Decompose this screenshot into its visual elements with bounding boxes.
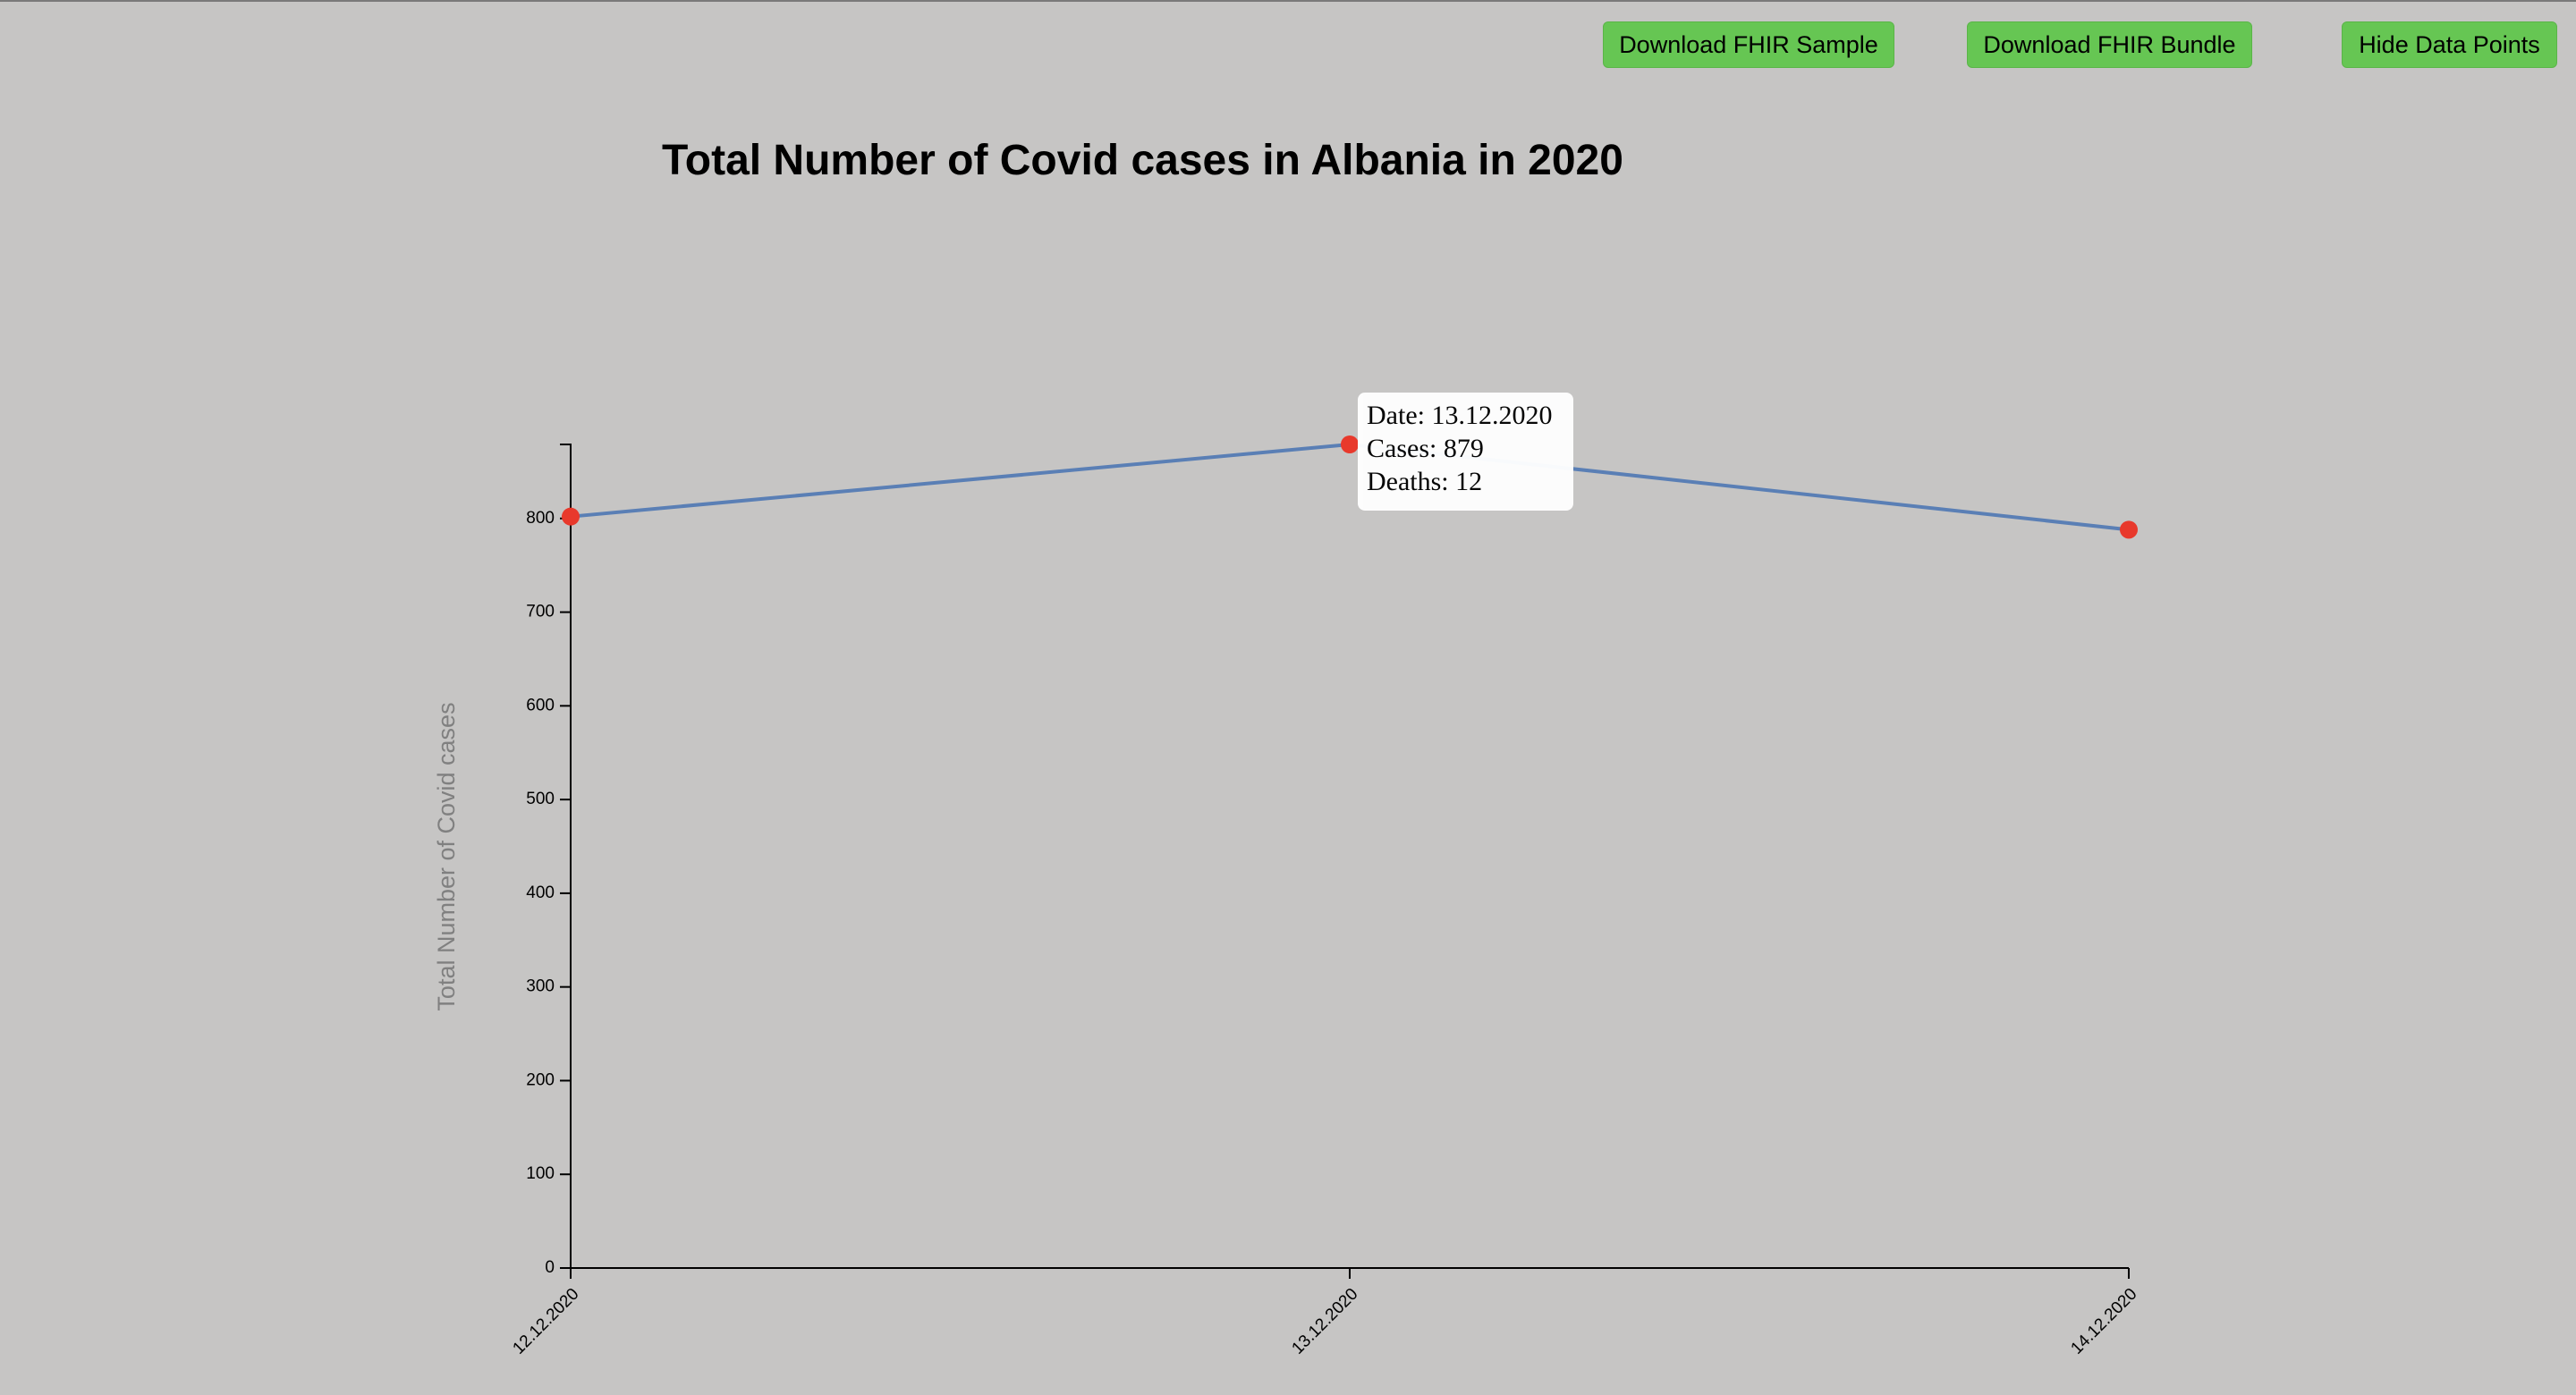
series-line: [570, 442, 2130, 532]
hide-data-points-button[interactable]: Hide Data Points: [2342, 21, 2557, 68]
data-point: [2120, 520, 2138, 539]
y-tick-label: 400: [526, 884, 555, 902]
data-point: [1341, 435, 1359, 453]
download-fhir-sample-button[interactable]: Download FHIR Sample: [1603, 21, 1894, 68]
data-point: [562, 507, 580, 526]
x-tick-label: 14.12.2020: [2067, 1285, 2140, 1358]
y-axis-line: [560, 444, 572, 1269]
x-tick-label: 13.12.2020: [1288, 1285, 1361, 1358]
top-border: [0, 0, 2576, 2]
y-tick-label: 600: [526, 696, 555, 714]
y-tick-label: 300: [526, 977, 555, 996]
chart-title: Total Number of Covid cases in Albania i…: [662, 137, 1623, 184]
y-tick-label: 500: [526, 790, 555, 808]
y-axis-title: Total Number of Covid cases: [433, 702, 460, 1010]
tooltip-date: Date: 13.12.2020: [1367, 401, 1553, 430]
tooltip-cases: Cases: 879: [1367, 434, 1484, 463]
y-tick-label: 700: [526, 603, 555, 621]
y-tick-label: 0: [545, 1258, 555, 1277]
download-fhir-bundle-button[interactable]: Download FHIR Bundle: [1967, 21, 2252, 68]
y-tick-label: 100: [526, 1164, 555, 1183]
x-tick-label: 12.12.2020: [509, 1285, 582, 1358]
y-tick-label: 800: [526, 509, 555, 528]
data-point-tooltip: Date: 13.12.2020 Cases: 879 Deaths: 12: [1358, 393, 1573, 511]
tooltip-deaths: Deaths: 12: [1367, 467, 1483, 496]
y-tick-label: 200: [526, 1070, 555, 1089]
